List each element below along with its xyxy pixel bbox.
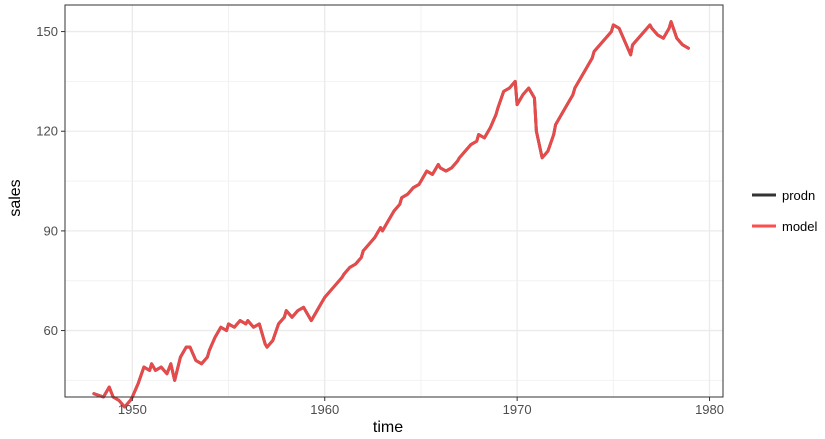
y-tick-label: 120 <box>36 124 58 139</box>
plot-panel-border <box>64 4 724 398</box>
x-tick-label: 1970 <box>503 402 532 417</box>
grid-minor <box>65 5 723 397</box>
x-tick-label: 1950 <box>118 402 147 417</box>
x-tick-label: 1960 <box>310 402 339 417</box>
legend-label-prodn: prodn <box>782 188 815 203</box>
legend: prodn model <box>752 188 818 234</box>
x-tick-label: 1980 <box>695 402 724 417</box>
y-axis: 60 90 120 150 <box>36 24 65 338</box>
legend-label-model: model <box>782 219 818 234</box>
x-axis-title: time <box>373 419 403 436</box>
y-axis-title: sales <box>7 179 24 216</box>
y-tick-label: 60 <box>44 323 58 338</box>
series-line-model <box>92 20 690 409</box>
series-layer <box>92 20 690 409</box>
y-tick-label: 90 <box>44 223 58 238</box>
y-tick-label: 150 <box>36 24 58 39</box>
grid-major <box>65 5 723 397</box>
x-axis: 1950 1960 1970 1980 <box>118 397 724 417</box>
